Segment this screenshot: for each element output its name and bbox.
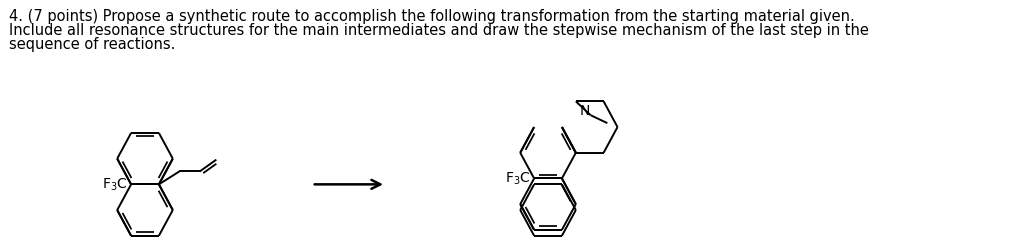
Text: F$_3$C: F$_3$C xyxy=(505,170,530,187)
Text: 4. (7 points) Propose a synthetic route to accomplish the following transformati: 4. (7 points) Propose a synthetic route … xyxy=(9,9,855,24)
Text: sequence of reactions.: sequence of reactions. xyxy=(9,37,175,52)
Text: Include all resonance structures for the main intermediates and draw the stepwis: Include all resonance structures for the… xyxy=(9,23,868,38)
Text: F$_3$C: F$_3$C xyxy=(101,176,127,193)
Text: N: N xyxy=(580,104,590,118)
